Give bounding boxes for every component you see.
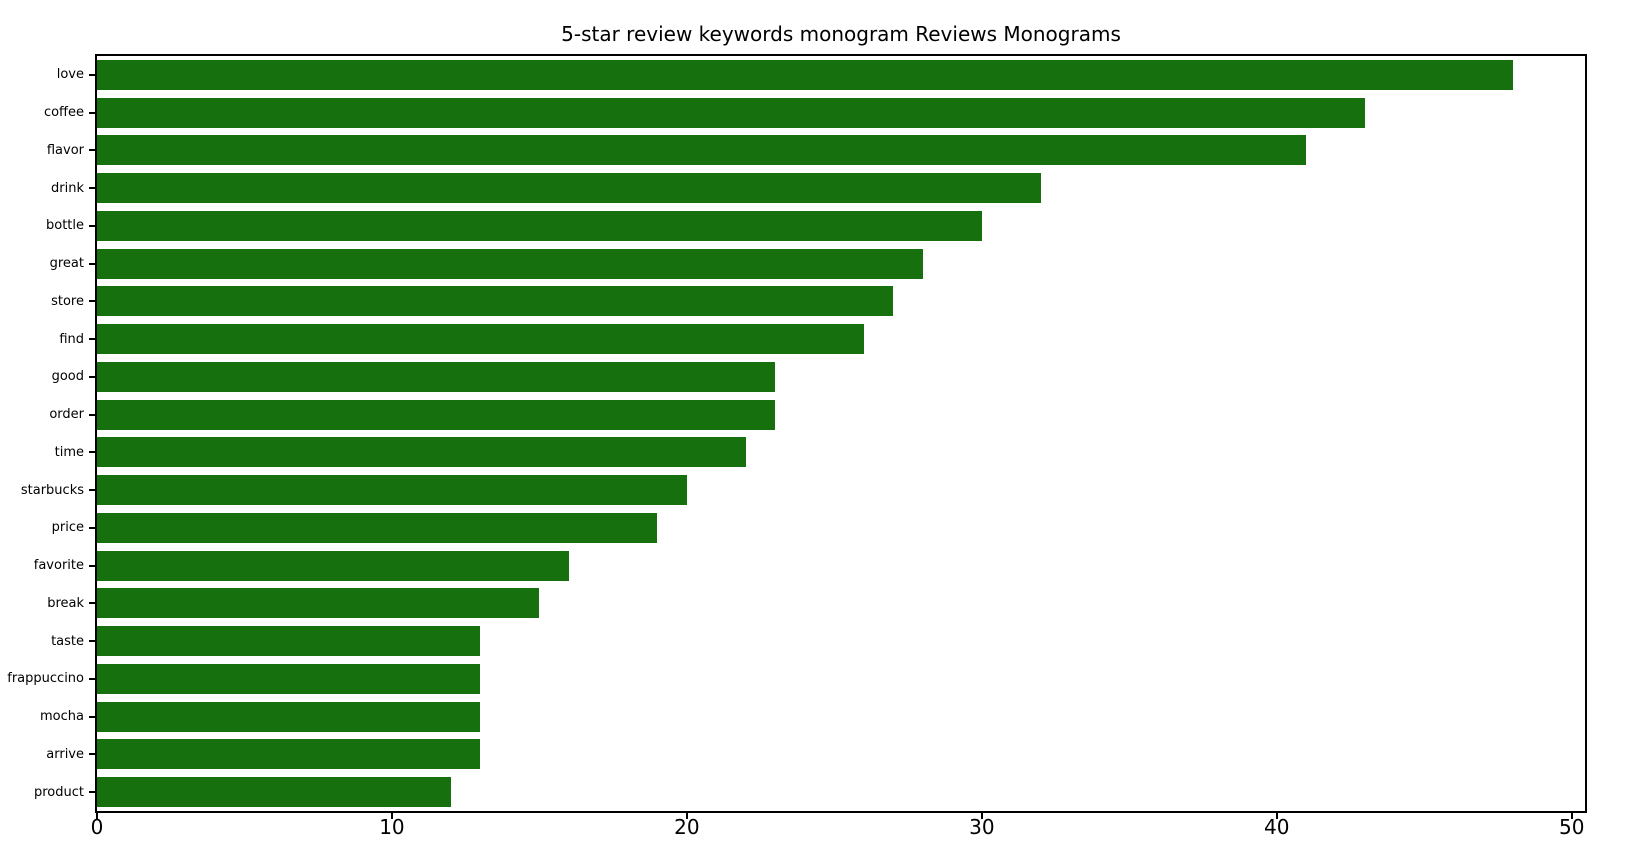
x-tick-label-0: 0 <box>90 815 104 839</box>
x-tick-mark <box>390 813 393 819</box>
y-tick-mark <box>89 489 95 492</box>
y-tick-mark <box>89 526 95 529</box>
y-tick-label-find: find <box>59 331 84 347</box>
y-tick-mark <box>89 413 95 416</box>
y-tick-mark <box>89 149 95 152</box>
y-tick-mark <box>89 715 95 718</box>
y-tick-label-good: good <box>51 369 84 385</box>
y-tick-mark <box>89 338 95 341</box>
x-tick-label-30: 30 <box>969 815 995 839</box>
y-tick-mark <box>89 300 95 303</box>
y-tick-label-starbucks: starbucks <box>20 482 84 498</box>
x-tick-label-40: 40 <box>1264 815 1290 839</box>
x-tick-mark <box>96 813 98 819</box>
y-tick-label-product: product <box>33 784 84 800</box>
x-tick-label-20: 20 <box>674 815 700 839</box>
y-tick-mark <box>89 187 95 190</box>
y-tick-label-time: time <box>54 444 84 460</box>
x-tick-label-50: 50 <box>1558 815 1585 839</box>
x-tick-mark <box>685 813 688 819</box>
y-tick-label-price: price <box>51 520 84 536</box>
y-axis-labels: love coffee flavor drink bottle great store fin… <box>0 56 84 811</box>
plot-area <box>95 54 1587 813</box>
y-tick-mark <box>89 224 95 227</box>
y-tick-label-bottle: bottle <box>45 218 84 234</box>
y-tick-label-love: love <box>56 67 84 83</box>
y-tick-label-coffee: coffee <box>43 105 84 121</box>
x-tick-mark <box>1570 813 1573 819</box>
y-tick-label-arrive: arrive <box>46 746 84 762</box>
y-tick-mark <box>89 564 95 567</box>
chart-title: 5-star review keywords monogram Reviews … <box>561 22 1121 46</box>
y-tick-mark <box>89 602 95 605</box>
x-tick-label-10: 10 <box>379 815 405 839</box>
y-tick-mark <box>89 677 95 680</box>
y-tick-mark <box>89 451 95 454</box>
y-tick-label-flavor: flavor <box>46 142 84 158</box>
y-tick-label-break: break <box>47 595 84 611</box>
y-tick-mark <box>89 262 95 265</box>
y-tick-mark <box>89 791 95 794</box>
y-tick-mark <box>89 375 95 378</box>
y-tick-mark <box>89 73 95 76</box>
y-tick-mark <box>89 640 95 643</box>
x-tick-mark <box>1275 813 1278 819</box>
y-tick-label-great: great <box>49 256 84 272</box>
y-tick-label-frappuccino: frappuccino <box>7 671 84 687</box>
y-tick-mark <box>89 111 95 114</box>
y-tick-label-taste: taste <box>51 633 84 649</box>
y-tick-label-store: store <box>51 293 84 309</box>
x-tick-mark <box>980 813 983 819</box>
y-tick-label-order: order <box>49 407 84 423</box>
y-tick-mark <box>89 753 95 756</box>
y-tick-label-drink: drink <box>51 180 84 196</box>
y-tick-label-favorite: favorite <box>33 558 84 574</box>
y-tick-label-mocha: mocha <box>40 709 84 725</box>
